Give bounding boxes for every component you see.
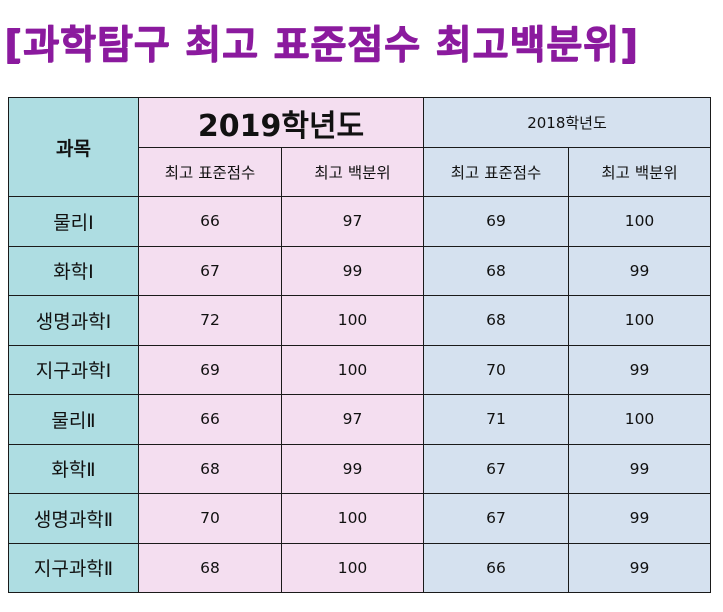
std-score-2018-cell: 70 — [423, 344, 569, 395]
table-body: 물리Ⅰ 66 97 69 100 화학Ⅰ 67 99 68 99 생명과학Ⅰ 72 100 68 100 지구… — [8, 196, 711, 593]
percentile-2019-cell: 100 — [281, 295, 424, 346]
std-score-2019-cell: 68 — [138, 443, 282, 494]
table-row: 생명과학Ⅱ 70 100 67 99 — [8, 493, 711, 544]
subject-column-header: 과목 — [8, 97, 139, 197]
std-score-2019-cell: 67 — [138, 245, 282, 296]
percentile-2019-cell: 100 — [281, 493, 424, 544]
std-score-2019-cell: 68 — [138, 542, 282, 593]
std-score-2019-cell: 69 — [138, 344, 282, 395]
percentile-2019-cell: 97 — [281, 394, 424, 445]
table-row: 화학Ⅰ 67 99 68 99 — [8, 245, 711, 296]
std-score-2018-header: 최고 표준점수 — [423, 147, 569, 197]
std-score-2019-cell: 66 — [138, 196, 282, 247]
header-row-metrics: 최고 표준점수 최고 백분위 최고 표준점수 최고 백분위 — [9, 147, 711, 197]
percentile-2019-cell: 97 — [281, 196, 424, 247]
table-row: 화학Ⅱ 68 99 67 99 — [8, 443, 711, 494]
subject-cell: 지구과학Ⅱ — [8, 542, 139, 593]
std-score-2018-cell: 69 — [423, 196, 569, 247]
percentile-2019-header: 최고 백분위 — [281, 147, 424, 197]
std-score-2019-cell: 70 — [138, 493, 282, 544]
std-score-2019-header: 최고 표준점수 — [138, 147, 282, 197]
subject-cell: 물리Ⅰ — [8, 196, 139, 247]
table-row: 지구과학Ⅱ 68 100 66 99 — [8, 542, 711, 593]
subject-cell: 화학Ⅰ — [8, 245, 139, 296]
std-score-2018-cell: 67 — [423, 493, 569, 544]
table-row: 물리Ⅱ 66 97 71 100 — [8, 394, 711, 445]
percentile-2018-cell: 99 — [568, 542, 711, 593]
subject-cell: 물리Ⅱ — [8, 394, 139, 445]
std-score-2019-cell: 72 — [138, 295, 282, 346]
percentile-2018-cell: 99 — [568, 344, 711, 395]
percentile-2019-cell: 100 — [281, 344, 424, 395]
header-row-years: 과목 2019학년도 2018학년도 — [8, 97, 711, 197]
std-score-2018-cell: 71 — [423, 394, 569, 445]
percentile-2019-cell: 99 — [281, 443, 424, 494]
percentile-2019-cell: 99 — [281, 245, 424, 296]
percentile-2018-cell: 100 — [568, 196, 711, 247]
page-title: [과학탐구 최고 표준점수 최고백분위] — [4, 23, 639, 68]
percentile-2018-cell: 100 — [568, 295, 711, 346]
std-score-2018-cell: 68 — [423, 245, 569, 296]
std-score-2018-cell: 66 — [423, 542, 569, 593]
std-score-2018-cell: 68 — [423, 295, 569, 346]
percentile-2018-header: 최고 백분위 — [568, 147, 711, 197]
percentile-2018-cell: 99 — [568, 245, 711, 296]
subject-cell: 지구과학Ⅰ — [8, 344, 139, 395]
subject-cell: 화학Ⅱ — [8, 443, 139, 494]
subject-cell: 생명과학Ⅱ — [8, 493, 139, 544]
score-table: 과목 2019학년도 2018학년도 최고 표준점수 최고 백분위 최고 표준점… — [8, 97, 711, 593]
percentile-2018-cell: 99 — [568, 443, 711, 494]
table-row: 지구과학Ⅰ 69 100 70 99 — [8, 344, 711, 395]
std-score-2018-cell: 67 — [423, 443, 569, 494]
subject-cell: 생명과학Ⅰ — [8, 295, 139, 346]
percentile-2018-cell: 99 — [568, 493, 711, 544]
table-row: 생명과학Ⅰ 72 100 68 100 — [8, 295, 711, 346]
year-2019-header: 2019학년도 — [138, 97, 424, 148]
year-2018-header: 2018학년도 — [423, 97, 711, 148]
table-row: 물리Ⅰ 66 97 69 100 — [8, 196, 711, 247]
percentile-2019-cell: 100 — [281, 542, 424, 593]
std-score-2019-cell: 66 — [138, 394, 282, 445]
percentile-2018-cell: 100 — [568, 394, 711, 445]
